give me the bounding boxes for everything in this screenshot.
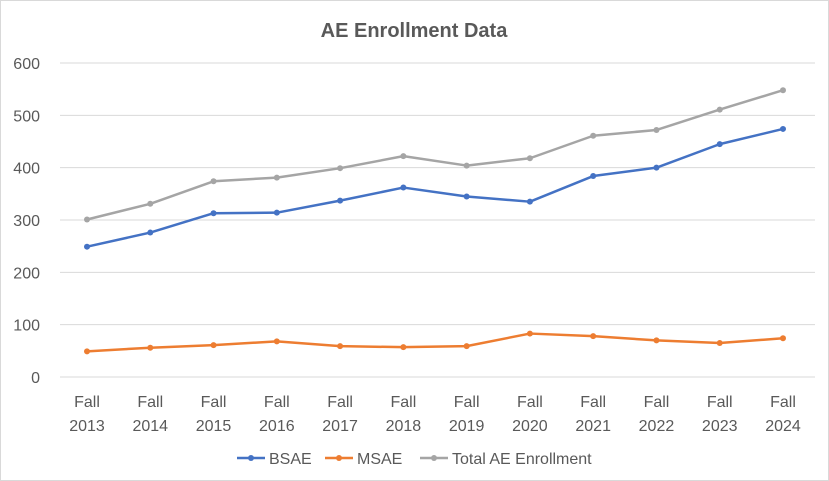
x-tick-line: 2014: [132, 418, 168, 435]
data-point: [780, 125, 786, 132]
data-point: [463, 162, 470, 169]
data-point: [147, 200, 154, 207]
x-tick-label: Fall 2018: [386, 394, 422, 435]
data-point: [337, 165, 344, 172]
data-point: [84, 348, 90, 355]
x-tick-label: Fall 2014: [132, 394, 168, 435]
data-point: [337, 197, 344, 204]
x-tick-line: 2015: [196, 418, 232, 435]
data-point: [716, 141, 723, 148]
x-tick-line: Fall: [517, 394, 543, 411]
x-tick-line: Fall: [644, 394, 670, 411]
x-tick-line: 2013: [69, 418, 105, 435]
x-tick-line: Fall: [770, 394, 796, 411]
x-tick-label: Fall 2013: [69, 394, 105, 435]
data-point: [273, 338, 280, 345]
data-point: [653, 164, 660, 171]
x-tick-line: Fall: [390, 394, 416, 411]
x-tick-line: 2019: [449, 418, 485, 435]
x-tick-line: 2016: [259, 418, 295, 435]
data-point: [590, 132, 597, 139]
data-point: [273, 174, 280, 181]
data-point: [400, 344, 407, 351]
y-tick-label: 600: [13, 56, 40, 73]
x-tick-line: 2022: [639, 418, 675, 435]
x-tick-line: Fall: [74, 394, 100, 411]
legend-label: MSAE: [357, 451, 402, 468]
y-tick-label: 100: [13, 318, 40, 335]
series-line: [86, 127, 784, 248]
data-point: [84, 216, 90, 223]
data-point: [337, 343, 344, 350]
x-tick-line: Fall: [201, 394, 227, 411]
x-tick-line: 2024: [765, 418, 801, 435]
x-tick-label: Fall 2024: [765, 394, 801, 435]
data-point: [147, 229, 154, 236]
x-tick-label: Fall 2019: [449, 394, 485, 435]
data-point: [463, 343, 470, 350]
data-point: [590, 333, 597, 340]
x-tick-line: Fall: [327, 394, 353, 411]
legend-marker: [248, 455, 254, 461]
data-point: [400, 153, 407, 160]
data-point: [526, 155, 533, 162]
data-point: [716, 106, 723, 113]
y-tick-label: 200: [13, 265, 40, 282]
data-point: [780, 87, 786, 94]
data-point: [526, 330, 533, 337]
x-tick-line: 2021: [575, 418, 611, 435]
x-tick-label: Fall 2022: [639, 394, 675, 435]
data-point: [210, 178, 217, 185]
legend-label: BSAE: [269, 451, 312, 468]
data-point: [526, 198, 533, 205]
x-tick-line: Fall: [707, 394, 733, 411]
x-tick-line: Fall: [264, 394, 290, 411]
x-tick-line: 2023: [702, 418, 738, 435]
data-point: [653, 126, 660, 133]
data-point: [210, 342, 217, 349]
x-tick-line: 2018: [386, 418, 422, 435]
x-tick-label: Fall 2017: [322, 394, 358, 435]
data-point: [653, 337, 660, 344]
x-tick-line: Fall: [137, 394, 163, 411]
data-point: [463, 193, 470, 200]
data-point: [590, 173, 597, 180]
x-tick-line: 2017: [322, 418, 358, 435]
x-tick-line: Fall: [454, 394, 480, 411]
x-tick-label: Fall 2015: [196, 394, 232, 435]
y-tick-label: 300: [13, 213, 40, 230]
chart-title: AE Enrollment Data: [321, 20, 509, 42]
data-point: [400, 184, 407, 191]
x-tick-label: Fall 2021: [575, 394, 611, 435]
series-line: [86, 332, 784, 353]
x-tick-line: Fall: [580, 394, 606, 411]
x-tick-label: Fall 2023: [702, 394, 738, 435]
data-point: [780, 335, 786, 342]
series-line: [86, 89, 784, 221]
legend-marker: [431, 455, 437, 461]
data-point: [716, 339, 723, 346]
y-tick-label: 500: [13, 108, 40, 125]
x-tick-line: 2020: [512, 418, 548, 435]
legend-marker: [336, 455, 342, 461]
data-point: [210, 210, 217, 217]
x-tick-label: Fall 2016: [259, 394, 295, 435]
y-tick-label: 0: [31, 370, 40, 387]
data-point: [273, 209, 280, 216]
x-tick-label: Fall 2020: [512, 394, 548, 435]
data-point: [147, 344, 154, 351]
data-point: [84, 243, 90, 250]
legend-label: Total AE Enrollment: [452, 451, 592, 468]
y-tick-label: 400: [13, 161, 40, 178]
